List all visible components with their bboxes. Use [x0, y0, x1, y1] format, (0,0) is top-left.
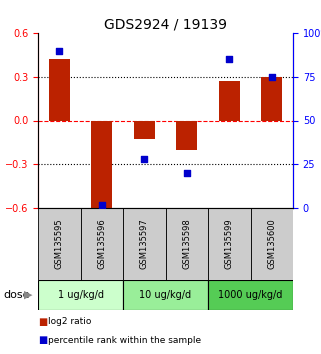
Title: GDS2924 / 19139: GDS2924 / 19139	[104, 18, 227, 32]
Bar	[134, 120, 155, 139]
Bar	[176, 120, 197, 150]
Bar	[123, 208, 166, 280]
Bar	[38, 280, 123, 310]
Bar	[261, 77, 282, 120]
Point	[99, 202, 104, 207]
Text: ■: ■	[38, 335, 47, 345]
Point	[57, 48, 62, 53]
Text: GSM135600: GSM135600	[267, 219, 276, 269]
Point	[142, 156, 147, 162]
Text: log2 ratio: log2 ratio	[48, 317, 91, 326]
Point	[184, 170, 189, 176]
Bar	[166, 208, 208, 280]
Bar	[208, 208, 250, 280]
Text: percentile rank within the sample: percentile rank within the sample	[48, 336, 201, 345]
Text: GSM135598: GSM135598	[182, 219, 191, 269]
Text: 1000 ug/kg/d: 1000 ug/kg/d	[218, 290, 283, 300]
Text: GSM135599: GSM135599	[225, 219, 234, 269]
Bar	[250, 208, 293, 280]
Text: ▶: ▶	[24, 290, 32, 300]
Text: 10 ug/kg/d: 10 ug/kg/d	[139, 290, 192, 300]
Text: GSM135596: GSM135596	[97, 219, 106, 269]
Bar	[208, 280, 293, 310]
Bar	[91, 120, 112, 210]
Text: GSM135595: GSM135595	[55, 219, 64, 269]
Bar	[123, 280, 208, 310]
Bar	[81, 208, 123, 280]
Text: 1 ug/kg/d: 1 ug/kg/d	[57, 290, 103, 300]
Text: ■: ■	[38, 317, 47, 327]
Bar	[38, 208, 81, 280]
Point	[227, 56, 232, 62]
Bar	[219, 81, 240, 120]
Text: dose: dose	[3, 290, 30, 300]
Bar	[48, 59, 70, 120]
Text: GSM135597: GSM135597	[140, 219, 149, 269]
Point	[269, 74, 274, 80]
